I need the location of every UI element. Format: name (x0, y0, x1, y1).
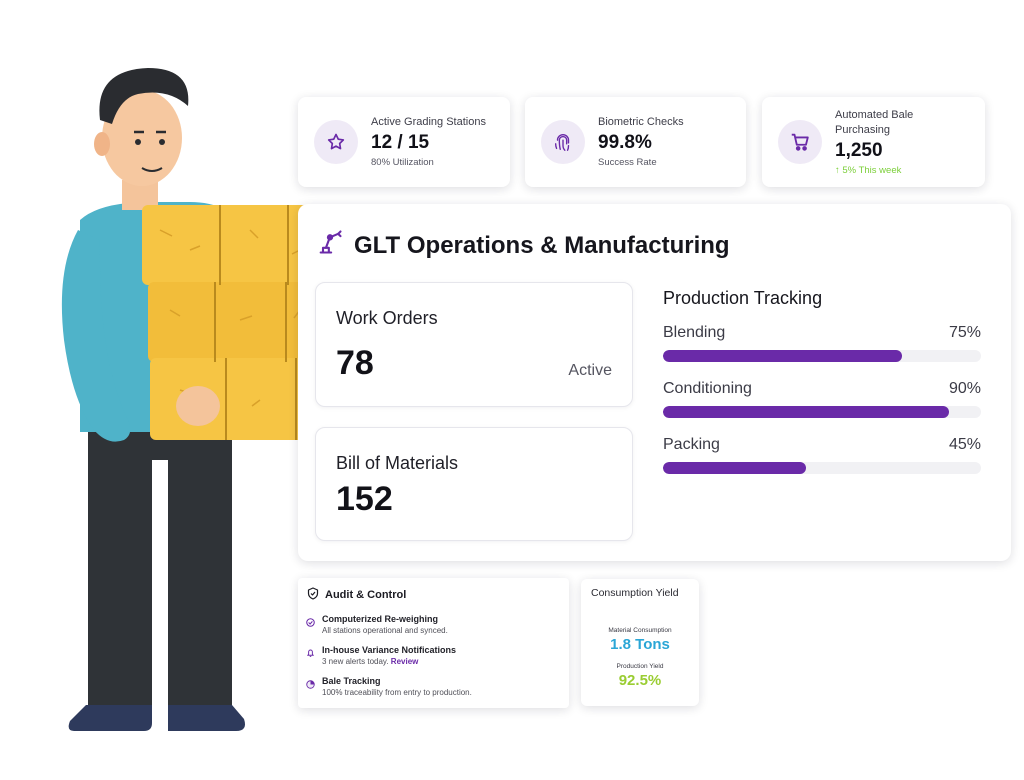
stat-label: Biometric Checks (598, 116, 684, 128)
consumption-yield-card: Consumption Yield Material Consumption 1… (581, 579, 699, 706)
material-consumption-value: 1.8 Tons (610, 636, 670, 653)
pie-icon (306, 676, 316, 699)
tracking-row-blending: Blending 75% (663, 324, 981, 362)
audit-control-card: Audit & Control Computerized Re-weighing… (298, 578, 569, 708)
work-orders-label: Work Orders (336, 308, 438, 328)
stat-trend-text: 5% This week (842, 164, 902, 176)
tracking-row-conditioning: Conditioning 90% (663, 380, 981, 418)
shield-check-icon (307, 587, 325, 603)
stat-value: 1,250 (835, 139, 883, 161)
production-yield-value: 92.5% (618, 672, 662, 689)
tracking-percent: 45% (948, 436, 981, 453)
stat-sub: Success Rate (598, 157, 657, 168)
production-tracking-title: Production Tracking (663, 288, 823, 308)
tracking-row-packing: Packing 45% (663, 436, 981, 474)
audit-item-bale-tracking: Bale Tracking 100% traceability from ent… (306, 675, 472, 699)
check-circle-icon (306, 614, 316, 637)
audit-item-desc: 3 new alerts today. (322, 657, 389, 666)
stat-card-grading-stations: Active Grading Stations 12 / 15 80% Util… (298, 97, 510, 187)
robot-arm-icon (316, 228, 354, 263)
bom-label: Bill of Materials (336, 453, 459, 473)
audit-item-desc: 100% traceability from entry to producti… (322, 688, 472, 697)
arrow-up-icon: ↑ (835, 164, 840, 176)
progress-bar (663, 462, 981, 474)
stat-value: 99.8% (598, 132, 652, 153)
tracking-label: Packing (663, 436, 720, 453)
progress-fill (663, 462, 807, 474)
audit-title: Audit & Control (307, 587, 406, 603)
progress-bar (663, 406, 981, 418)
work-orders-value: 78 (336, 344, 374, 382)
fingerprint-icon (541, 120, 585, 164)
progress-fill (663, 406, 950, 418)
audit-item-desc: All stations operational and synced. (322, 626, 448, 635)
audit-item-title: Bale Tracking (322, 676, 381, 686)
stat-label: Active Grading Stations (371, 116, 486, 128)
review-link[interactable]: Review (390, 657, 419, 666)
stat-trend: ↑ 5% This week (835, 164, 913, 177)
audit-item-reweighing: Computerized Re-weighing All stations op… (306, 613, 448, 637)
tracking-percent: 90% (948, 380, 981, 397)
operations-panel: GLT Operations & Manufacturing Work Orde… (298, 204, 1011, 561)
progress-bar (663, 350, 981, 362)
progress-fill (663, 350, 902, 362)
cart-icon (778, 120, 822, 164)
stat-card-bale-purchasing: Automated Bale Purchasing 1,250 ↑ 5% Thi… (762, 97, 985, 187)
audit-item-desc-row: 3 new alerts today. Review (322, 656, 456, 668)
tracking-percent: 75% (948, 324, 981, 341)
tracking-label: Conditioning (663, 380, 752, 397)
stat-label-line1: Automated Bale (835, 108, 914, 121)
yield-title: Consumption Yield (591, 587, 679, 599)
production-yield-label: Production Yield (616, 663, 664, 670)
panel-title-text: GLT Operations & Manufacturing (354, 231, 730, 259)
audit-item-title: Computerized Re-weighing (322, 614, 439, 624)
tracking-label: Blending (663, 324, 726, 341)
audit-item-variance: In-house Variance Notifications 3 new al… (306, 644, 456, 668)
work-orders-card[interactable]: Work Orders 78 Active (315, 282, 633, 407)
stat-sub: 80% Utilization (371, 157, 434, 168)
work-orders-status: Active (568, 362, 612, 379)
bill-of-materials-card[interactable]: Bill of Materials 152 (315, 427, 633, 541)
stat-label-line2: Purchasing (835, 123, 891, 136)
audit-title-text: Audit & Control (325, 589, 407, 601)
panel-title: GLT Operations & Manufacturing (316, 228, 730, 263)
stat-value: 12 / 15 (371, 132, 430, 153)
illustration-person-with-hay-bales (50, 60, 350, 755)
audit-item-title: In-house Variance Notifications (322, 645, 457, 655)
bell-icon (306, 645, 316, 668)
star-icon (314, 120, 358, 164)
material-consumption-label: Material Consumption (608, 627, 672, 634)
bom-value: 152 (336, 480, 393, 518)
stat-card-biometric-checks: Biometric Checks 99.8% Success Rate (525, 97, 746, 187)
